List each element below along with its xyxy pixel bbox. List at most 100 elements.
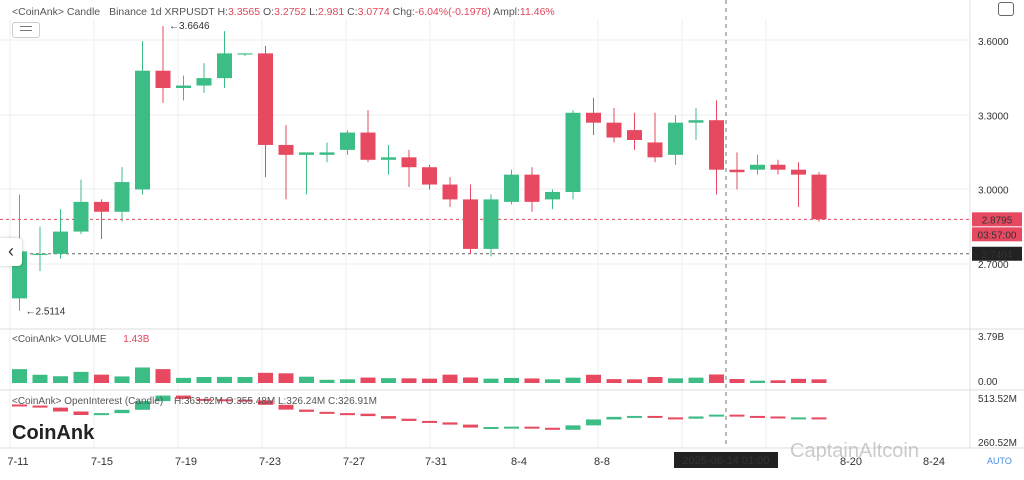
candle-body xyxy=(770,164,786,170)
volume-bar xyxy=(647,376,663,383)
oi-bar xyxy=(94,413,109,416)
volume-bar xyxy=(750,380,765,383)
volume-bar xyxy=(668,378,683,383)
candle-body xyxy=(340,132,355,150)
volume-bar xyxy=(791,378,806,383)
volume-bar xyxy=(709,374,724,383)
candle-body xyxy=(237,53,253,55)
oi-bar xyxy=(770,416,786,419)
x-tick-label: 8-4 xyxy=(511,456,527,468)
crosshair-date-label: 2025-08-14 01:00 xyxy=(683,455,770,467)
x-tick-label: 7-19 xyxy=(175,456,197,468)
volume-bar xyxy=(422,378,437,383)
price-tick-label: 2.7000 xyxy=(978,260,1009,271)
oi-header-label: <CoinAnk> OpenInterest (Candle) xyxy=(12,396,164,407)
volume-bar xyxy=(565,377,581,383)
oi-bar xyxy=(237,399,253,402)
candle-body xyxy=(360,132,376,160)
oi-bar xyxy=(114,409,130,414)
candle-body xyxy=(442,184,458,200)
volume-bar xyxy=(401,378,417,383)
volume-bar xyxy=(12,369,27,383)
oi-bar xyxy=(155,395,171,402)
oi-bar xyxy=(668,417,683,420)
volume-bar xyxy=(258,372,273,383)
candle-body xyxy=(668,122,683,155)
oi-bar xyxy=(422,420,437,423)
volume-bar xyxy=(340,379,355,383)
price-tick-label: 3.6000 xyxy=(978,37,1009,48)
price-tick-label: 3.3000 xyxy=(978,111,1009,122)
volume-bar xyxy=(586,374,601,383)
oi-bar xyxy=(524,426,540,429)
candle-body xyxy=(688,120,704,123)
candle-body xyxy=(258,53,273,145)
oi-bar xyxy=(811,417,827,420)
oi-bar xyxy=(217,399,232,402)
header-ampl-label: Ampl: xyxy=(493,6,520,18)
header-c-value: 3.0774 xyxy=(357,6,390,18)
volume-bar xyxy=(176,377,191,383)
price-tick-label: 3.0000 xyxy=(978,186,1009,197)
candle-body xyxy=(565,112,581,192)
x-tick-label: 8-20 xyxy=(840,456,862,468)
high-annotation: ←3.6646 xyxy=(169,21,210,32)
volume-bar xyxy=(688,377,704,383)
oi-bar xyxy=(401,418,417,421)
volume-bar xyxy=(360,377,376,383)
volume-bar xyxy=(627,379,642,383)
header-l-value: 2.981 xyxy=(317,6,345,18)
x-tick-label: 7-15 xyxy=(91,456,113,468)
oi-bar xyxy=(381,416,396,419)
oi-bar xyxy=(258,400,273,405)
oi-bar xyxy=(53,407,68,412)
oi-header-c: C:326.91M xyxy=(328,396,377,407)
auto-scale-button[interactable]: AUTO xyxy=(987,456,1012,466)
coinank-logo: CoinAnk xyxy=(12,422,95,444)
oi-bar xyxy=(12,404,27,407)
volume-bar xyxy=(606,379,622,383)
volume-bar xyxy=(237,376,253,383)
header-o-label: O: xyxy=(263,6,275,18)
oi-bar xyxy=(791,417,806,420)
x-tick-label: 7-31 xyxy=(425,456,447,468)
crosshair-date-tag xyxy=(674,452,778,468)
candle-body xyxy=(278,144,294,155)
volume-bar xyxy=(135,367,150,383)
candle-body xyxy=(53,231,68,254)
oi-bar xyxy=(647,415,663,418)
header-chg-value: -6.04%(-0.1978) xyxy=(414,6,491,18)
scroll-left-button[interactable]: ‹ xyxy=(0,238,22,266)
countdown-label: 03:57:00 xyxy=(978,230,1017,241)
screenshot-icon[interactable] xyxy=(998,2,1014,16)
oi-bar xyxy=(545,427,560,430)
candle-body xyxy=(135,70,150,190)
oi-bar xyxy=(463,424,478,428)
last-price-tag xyxy=(972,212,1022,227)
volume-bar xyxy=(319,379,335,383)
candle-body xyxy=(647,142,663,158)
volume-tick-label: 3.79B xyxy=(978,332,1004,343)
countdown-tag xyxy=(972,227,1022,242)
oi-header-h: H:363.62M xyxy=(173,396,223,407)
candle-body xyxy=(811,174,827,220)
candle-body xyxy=(155,70,171,89)
oi-header-o: O:355.48M xyxy=(225,396,276,407)
oi-bar xyxy=(586,419,601,426)
volume-bar xyxy=(504,377,519,383)
oi-bar xyxy=(135,401,150,410)
collapse-toggle-button[interactable] xyxy=(12,22,40,38)
oi-bar xyxy=(483,427,499,430)
oi-bar xyxy=(729,414,745,417)
header-ampl-value: 11.46% xyxy=(519,6,555,18)
oi-bar xyxy=(196,398,212,401)
candle-body xyxy=(32,253,48,256)
candle-body xyxy=(299,152,314,155)
candle-body xyxy=(217,53,232,79)
header-h-label: H: xyxy=(217,6,228,18)
volume-header-label: <CoinAnk> VOLUME xyxy=(12,334,107,345)
header-source: <CoinAnk> xyxy=(12,6,64,18)
candle-body xyxy=(586,112,601,123)
oi-bar xyxy=(73,411,89,415)
